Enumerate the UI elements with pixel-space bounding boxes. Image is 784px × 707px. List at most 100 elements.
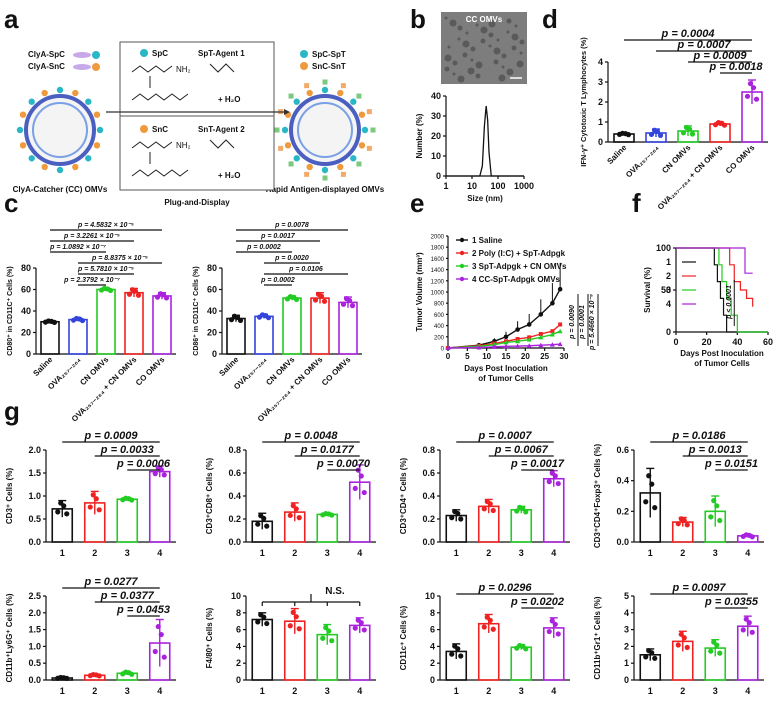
e-legend-marker — [459, 263, 465, 269]
g3-ytick-label: 0.4 — [422, 491, 435, 501]
g4-pvalue: p = 0.0013 — [688, 444, 742, 456]
g4-category-label: 4 — [745, 548, 750, 558]
f-legend-label: 2 — [666, 271, 671, 281]
e-legend-label: 2 Poly (I:C) + SpT-Adpgk — [472, 249, 566, 258]
g1-bar — [148, 470, 171, 543]
g1-data-point — [61, 503, 67, 509]
d-category-label: OVA₂₅₇₋₂₆₄ + CN OMVs — [656, 143, 725, 212]
catcher-icon — [19, 111, 27, 118]
e-xtick-label: 15 — [502, 352, 511, 361]
catcher-icon — [96, 126, 104, 134]
box1-catcher: SpC — [152, 49, 168, 58]
g2-data-point — [329, 512, 335, 518]
c2-ytick-label: 40 — [207, 306, 217, 316]
tem-particle — [501, 53, 507, 59]
c1-data-point — [126, 291, 133, 297]
catcher-icon — [85, 155, 92, 162]
c2-pvalue: p = 0.0002 — [260, 277, 295, 284]
g7-category-label: 1 — [454, 686, 459, 696]
g4-data-point — [646, 473, 652, 479]
g8-ytick-label: 5 — [624, 591, 629, 601]
catcher-icon — [28, 155, 35, 162]
g4-ytick-label: 0.2 — [616, 506, 629, 516]
g3-ytick-label: 0.2 — [422, 514, 435, 524]
tem-particle — [511, 45, 517, 51]
g4-data-point — [649, 481, 655, 487]
c1-ylabel: CD80⁺ in CD11C⁺ Cells (%) — [7, 266, 14, 355]
e-legend-marker — [459, 250, 465, 256]
g1-ytick-label: 2.0 — [28, 445, 41, 455]
tem-particle — [444, 54, 452, 62]
f-xlabel: of Tumor Cells — [694, 359, 750, 368]
g2-ylabel: CD3⁺CD8⁺ Cells (%) — [205, 457, 214, 534]
catcher-icon — [72, 89, 79, 97]
g2-category-label: 4 — [357, 548, 362, 558]
catcher-icon — [306, 89, 313, 97]
c2-ylabel: CD86⁺ in CD11C⁺ Cells (%) — [193, 266, 200, 355]
left-caption: ClyA-Catcher (CC) OMVs — [13, 185, 108, 194]
panel-label-c: c — [4, 188, 18, 218]
d-category-label: Saline — [605, 143, 628, 166]
tem-particle — [475, 61, 483, 69]
g7-ytick-label: 2 — [430, 658, 435, 668]
catcher-icon — [28, 98, 35, 105]
b-xlabel: Size (nm) — [467, 194, 503, 203]
g8-data-point — [749, 629, 755, 635]
g7-data-point — [523, 646, 529, 652]
e-xlabel-line1: Days Post Inoculation — [464, 364, 548, 373]
catcher-icon — [72, 163, 79, 171]
box1-nh2: NH₂ — [176, 65, 191, 74]
tem-particle — [498, 74, 506, 82]
box2-nh2: NH₂ — [176, 141, 191, 150]
e-data-point — [558, 322, 563, 327]
tem-particle — [447, 45, 451, 49]
box1-catcher-icon — [140, 49, 148, 57]
g8-pvalue: p = 0.0097 — [672, 582, 727, 594]
e-xtick-label: 0 — [446, 352, 451, 361]
g7-data-point — [549, 618, 555, 624]
g7-data-point — [487, 617, 493, 623]
catcher-icon — [56, 166, 64, 174]
d-data-point — [689, 131, 696, 137]
tem-particle — [501, 65, 505, 69]
tem-particle — [488, 44, 492, 48]
g5-ytick-label: 1.5 — [28, 625, 41, 635]
antigen-icon — [274, 127, 280, 133]
panel-label-f: f — [632, 188, 641, 218]
g1-data-point — [129, 497, 135, 503]
g2-data-point — [255, 521, 261, 527]
c1-bar — [152, 295, 172, 355]
c1-bar — [96, 288, 116, 355]
e-data-point — [549, 332, 555, 337]
f-ytick-label: 0 — [666, 327, 671, 337]
g5-pvalue: p = 0.0453 — [116, 604, 170, 616]
g4-ytick-label: 0.4 — [616, 476, 629, 486]
g8-ytick-label: 3 — [624, 625, 629, 635]
g5-pvalue: p = 0.0277 — [84, 576, 139, 588]
catcher-icon — [41, 89, 48, 97]
g8-category-label: 2 — [680, 686, 685, 696]
g6-data-point — [261, 614, 267, 620]
c1-pvalue: p = 2.3792 × 10⁻⁷ — [63, 277, 120, 284]
antigen-icon — [322, 79, 328, 85]
e-legend-label: 4 CC-SpT-Adpgk OMVs — [472, 275, 561, 284]
g6-data-point — [329, 638, 335, 644]
c1-category-label: Saline — [31, 355, 54, 378]
tem-particle — [475, 73, 481, 79]
g2-data-point — [287, 512, 293, 519]
c2-ytick-label: 20 — [207, 328, 217, 338]
catcher-icon — [293, 98, 300, 105]
c2-pvalue: p = 0.0017 — [260, 233, 296, 240]
g2-bar — [316, 513, 339, 543]
e-ylabel: Tumor Volume (mm³) — [415, 252, 424, 332]
g4-ytick-label: 0.0 — [616, 537, 629, 547]
d-ytick-label: 1 — [598, 117, 603, 127]
tem-particle — [449, 19, 457, 27]
b-ylabel: Number (%) — [415, 113, 424, 158]
g2-ytick-label: 0.0 — [228, 537, 241, 547]
g7-category-label: 4 — [551, 686, 556, 696]
b-ytick-label: 40 — [431, 91, 441, 101]
tem-particle — [493, 47, 501, 55]
catcher-icon — [337, 163, 344, 171]
catcher-icon — [358, 111, 366, 118]
